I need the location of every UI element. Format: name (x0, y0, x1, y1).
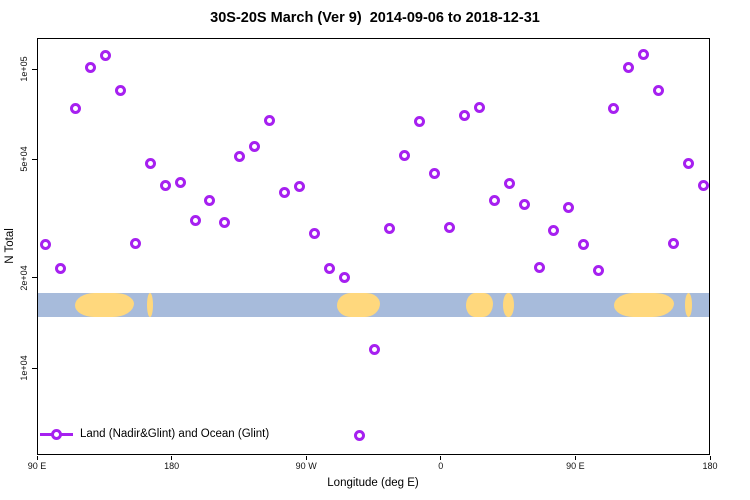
y-tick-mark (32, 367, 37, 369)
data-point (458, 110, 470, 122)
data-point (159, 179, 171, 191)
data-point (189, 215, 201, 227)
x-tick-label: 180 (164, 461, 180, 471)
data-point (39, 239, 51, 251)
data-point (518, 199, 530, 211)
data-point (249, 141, 261, 153)
y-tick-label: 1e+04 (19, 355, 29, 381)
data-point (548, 225, 560, 237)
data-point (413, 115, 425, 127)
y-tick-label: 1e+05 (19, 56, 29, 82)
y-tick-label: 2e+04 (19, 265, 29, 291)
x-tick-label: 90 E (27, 461, 47, 471)
data-point (698, 179, 710, 191)
data-point (398, 150, 410, 162)
data-point (219, 216, 231, 228)
data-point (578, 239, 590, 251)
data-point (174, 177, 186, 189)
data-point (473, 101, 485, 113)
map-band-land (75, 292, 135, 318)
map-band-ocean (38, 292, 709, 318)
data-point (69, 103, 81, 115)
data-point (279, 187, 291, 199)
data-point (54, 263, 66, 275)
data-point (563, 202, 575, 214)
data-point (204, 195, 216, 207)
data-point (668, 238, 680, 250)
data-point (354, 429, 366, 441)
x-tick-mark (709, 456, 711, 460)
data-point (144, 158, 156, 170)
data-point (533, 262, 545, 274)
map-band-land (465, 292, 494, 318)
y-tick-mark (32, 158, 37, 160)
data-point (99, 49, 111, 61)
x-tick-label: 0 (438, 461, 444, 471)
data-point (324, 263, 336, 275)
data-point (294, 180, 306, 192)
map-band-land (503, 292, 514, 318)
map-band-land (684, 292, 693, 318)
x-tick-mark (305, 456, 307, 460)
data-point (264, 114, 276, 126)
data-point (309, 227, 321, 239)
chart-title: 30S-20S March (Ver 9) 2014-09-06 to 2018… (210, 10, 540, 26)
data-point (114, 85, 126, 97)
data-point (383, 223, 395, 235)
data-point (129, 238, 141, 250)
data-point (428, 167, 440, 179)
map-band-land (613, 292, 674, 318)
y-axis-title: N Total (4, 228, 16, 264)
x-tick-mark (171, 456, 173, 460)
data-point (234, 151, 246, 163)
x-tick-label: 180 (702, 461, 718, 471)
map-band-land (337, 292, 380, 318)
data-point (339, 272, 351, 284)
x-tick-label: 90 E (566, 461, 585, 471)
x-tick-label: 90 W (295, 461, 317, 471)
legend-label: Land (Nadir&Glint) and Ocean (Glint) (80, 428, 270, 440)
data-point (593, 264, 605, 276)
data-point (84, 61, 96, 73)
data-point (488, 195, 500, 207)
y-tick-mark (32, 68, 37, 70)
y-tick-label: 5e+04 (19, 146, 29, 172)
data-point (623, 61, 635, 73)
data-point (683, 158, 695, 170)
x-axis-title: Longitude (deg E) (327, 477, 419, 489)
data-point (369, 344, 380, 356)
plot-area: Land (Nadir&Glint) and Ocean (Glint) (37, 38, 710, 455)
data-point (608, 103, 620, 115)
x-tick-mark (440, 456, 442, 460)
y-tick-mark (32, 277, 37, 279)
data-point (653, 85, 665, 97)
map-band-land (147, 292, 154, 318)
data-point (503, 178, 515, 190)
data-point (443, 221, 455, 233)
x-tick-mark (574, 456, 576, 460)
legend-open-circle-icon (51, 429, 62, 440)
data-point (638, 48, 650, 60)
x-tick-mark (36, 456, 38, 460)
